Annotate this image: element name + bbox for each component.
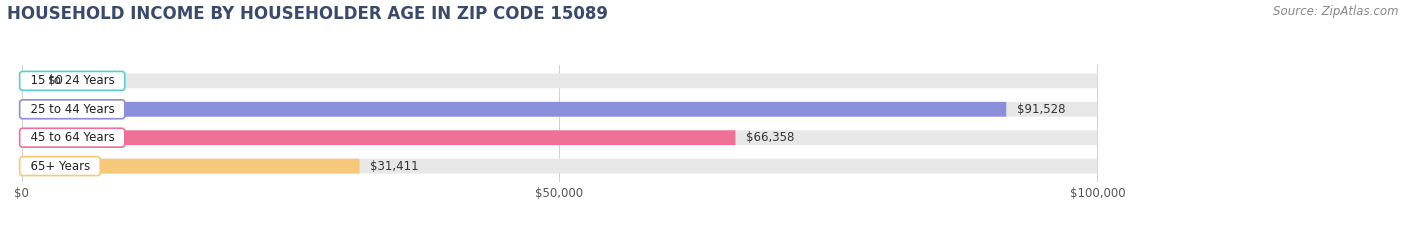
Text: 65+ Years: 65+ Years: [22, 160, 97, 173]
Text: 15 to 24 Years: 15 to 24 Years: [22, 74, 122, 87]
FancyBboxPatch shape: [21, 159, 1098, 174]
Text: $66,358: $66,358: [747, 131, 794, 144]
FancyBboxPatch shape: [21, 130, 735, 145]
Text: $91,528: $91,528: [1017, 103, 1066, 116]
FancyBboxPatch shape: [21, 159, 360, 174]
Text: 45 to 64 Years: 45 to 64 Years: [22, 131, 122, 144]
Text: $31,411: $31,411: [370, 160, 419, 173]
Text: $0: $0: [48, 74, 63, 87]
FancyBboxPatch shape: [21, 73, 1098, 88]
FancyBboxPatch shape: [21, 102, 1098, 117]
FancyBboxPatch shape: [21, 130, 1098, 145]
FancyBboxPatch shape: [21, 102, 1007, 117]
Text: 25 to 44 Years: 25 to 44 Years: [22, 103, 122, 116]
Text: Source: ZipAtlas.com: Source: ZipAtlas.com: [1274, 5, 1399, 18]
Text: HOUSEHOLD INCOME BY HOUSEHOLDER AGE IN ZIP CODE 15089: HOUSEHOLD INCOME BY HOUSEHOLDER AGE IN Z…: [7, 5, 607, 23]
